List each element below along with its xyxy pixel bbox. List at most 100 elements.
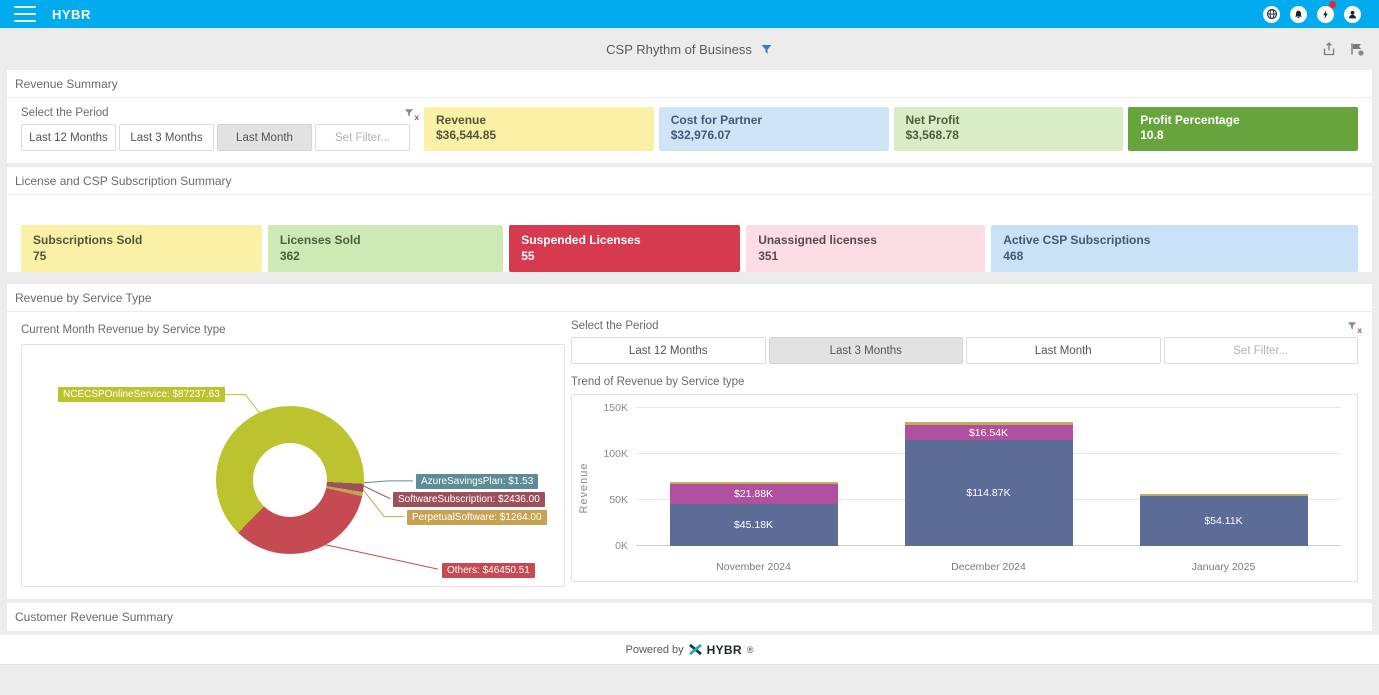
kpi-card-label: Revenue [436,113,487,127]
y-tick-label: 50K [609,494,628,506]
x-tick-label: January 2025 [1191,561,1256,573]
section-title-customer-revenue: Customer Revenue Summary [15,610,174,624]
kpi-card-active-csp-subscriptions: Active CSP Subscriptions 468 [991,225,1358,272]
kpi-card-cost-for-partner: Cost for Partner $32,976.07 [658,107,889,151]
period-button-last-month[interactable]: Last Month [217,124,312,151]
license-kpi-cards: Subscriptions Sold 75 Licenses Sold 362 Susp… [21,225,1358,272]
notification-badge [1329,0,1336,8]
bar-segment[interactable]: $54.11K [1139,496,1308,546]
trend-chart-title: Trend of Revenue by Service type [571,376,745,388]
topbar: HYBR [0,0,1379,28]
bar-segment[interactable]: $16.54K [904,425,1073,441]
bar-segment[interactable]: $114.87K [904,440,1073,546]
kpi-card-label: Net Profit [905,113,960,127]
title-filter-icon[interactable] [760,43,773,56]
revenue-summary-section: Revenue Summary Select the Period x Last… [7,70,1372,163]
period-button-set-filter[interactable]: Set Filter... [315,124,410,151]
donut-plot[interactable] [216,406,364,554]
bar-segment[interactable] [1139,493,1308,497]
bar-value-label: $16.54K [968,426,1009,439]
bar-value-label: $54.11K [1204,515,1243,528]
gridline: 150K [603,402,1341,414]
section-title-revenue-by-service: Revenue by Service Type [7,284,1372,312]
kpi-card-label: Suspended Licenses [521,233,641,247]
period-button-set-filter[interactable]: Set Filter... [1163,337,1358,364]
donut-chart: NCECSPOnlineService: $87237.63 AzureSavin… [21,344,565,587]
period-button-last-12-months[interactable]: Last 12 Months [21,124,116,151]
section-title-revenue-summary: Revenue Summary [7,70,1372,98]
kpi-card-value: $36,544.85 [436,128,497,142]
donut-label-softwaresubscription: SoftwareSubscription: $2436.00 [393,492,545,507]
kpi-card-net-profit: Net Profit $3,568.78 [893,107,1124,151]
stacked-bar-january-2025[interactable]: $54.11K [1139,408,1308,546]
kpi-card-value: 55 [521,249,535,263]
powered-by-text: Powered by [625,643,684,656]
bolt-icon[interactable] [1317,0,1336,23]
stacked-bar-december-2024[interactable]: $114.87K $16.54K [904,408,1073,546]
trend-bar-chart: Revenue 0K 50K 100K 150K $45.18K $21.88K $114.… [571,394,1358,582]
bar-segment[interactable] [669,482,838,485]
kpi-card-value: 10.8 [1140,128,1164,142]
period-button-last-12-months[interactable]: Last 12 Months [571,337,766,364]
brand-logo[interactable]: HYBR [52,6,91,22]
kpi-card-label: Cost for Partner [670,113,763,127]
page-title: CSP Rhythm of Business [606,41,752,57]
user-icon[interactable] [1344,5,1361,23]
kpi-card-revenue: Revenue $36,544.85 [424,107,654,151]
kpi-card-label: Active CSP Subscriptions [1003,233,1151,247]
donut-chart-column: Current Month Revenue by Service type NC… [21,320,565,587]
donut-label-azuresavingsplan: AzureSavingsPlan: $1.53 [416,474,539,489]
period-button-last-3-months[interactable]: Last 3 Months [768,337,963,364]
bar-segment[interactable] [904,422,1073,426]
donut-label-others: Others: $46450.51 [442,563,535,578]
clear-filter-icon[interactable]: x [1346,320,1362,335]
title-row: CSP Rhythm of Business [0,28,1379,70]
bars-row: $45.18K $21.88K $114.87K $16.54K $54.11K [636,408,1341,546]
customer-revenue-section: Customer Revenue Summary [7,603,1372,631]
period-label: Select the Period [21,107,109,119]
bar-segment[interactable]: $45.18K [669,504,838,546]
revenue-period-buttons: Last 12 Months Last 3 Months Last Month Set… [21,124,415,151]
kpi-card-subscriptions-sold: Subscriptions Sold 75 [21,225,262,272]
export-icon[interactable] [1321,41,1337,57]
x-axis-labels: November 2024 December 2024 January 2025 [636,561,1341,573]
footer: Powered by HYBR ® [0,635,1379,665]
title-actions [1321,41,1365,57]
section-title-license-summary: License and CSP Subscription Summary [7,167,1372,195]
revenue-kpi-cards: Revenue $36,544.85 Cost for Partner $32,976… [424,107,1358,151]
donut-label-perpetualsoftware: PerpetualSoftware: $1264.00 [407,510,547,525]
bar-segment[interactable]: $21.88K [669,484,838,505]
trend-period-buttons: Last 12 Months Last 3 Months Last Month Set… [571,337,1358,364]
topbar-actions [1263,0,1369,23]
kpi-card-label: Licenses Sold [279,233,361,247]
period-button-last-3-months[interactable]: Last 3 Months [119,124,214,151]
x-tick-label: December 2024 [951,561,1026,573]
stacked-bar-november-2024[interactable]: $45.18K $21.88K [669,408,838,546]
license-summary-section: License and CSP Subscription Summary Sub… [7,167,1372,272]
footer-brand: HYBR [706,642,742,657]
bar-value-label: $114.87K [966,487,1011,500]
menu-icon[interactable] [14,6,36,22]
kpi-card-profit-percentage: Profit Percentage 10.8 [1128,107,1358,151]
trend-chart-column: Select the Period x Last 12 Months Last 3… [571,320,1362,587]
kpi-card-value: 362 [279,249,300,263]
flag-comment-icon[interactable] [1349,41,1365,57]
clear-filter-icon[interactable]: x [403,107,419,122]
y-tick-label: 100K [603,448,628,460]
period-label: Select the Period [571,320,659,332]
globe-icon[interactable] [1263,5,1280,23]
hybr-logo-icon [688,644,702,655]
bar-plot-area: 0K 50K 100K 150K $45.18K $21.88K $114.87K $16.5… [603,402,1341,552]
kpi-card-value: 351 [758,249,779,263]
donut-label-ncecsponlineservice: NCECSPOnlineService: $87237.63 [58,387,225,402]
revenue-period-selector: Select the Period x Last 12 Months Last 3… [21,107,419,151]
kpi-card-label: Profit Percentage [1140,113,1240,127]
kpi-card-label: Unassigned licenses [758,233,877,247]
kpi-card-label: Subscriptions Sold [33,233,143,247]
kpi-card-value: 75 [33,249,47,263]
bar-value-label: $21.88K [733,488,774,501]
period-button-last-month[interactable]: Last Month [966,337,1161,364]
kpi-card-value: $32,976.07 [670,128,731,142]
bell-icon[interactable] [1290,5,1307,23]
